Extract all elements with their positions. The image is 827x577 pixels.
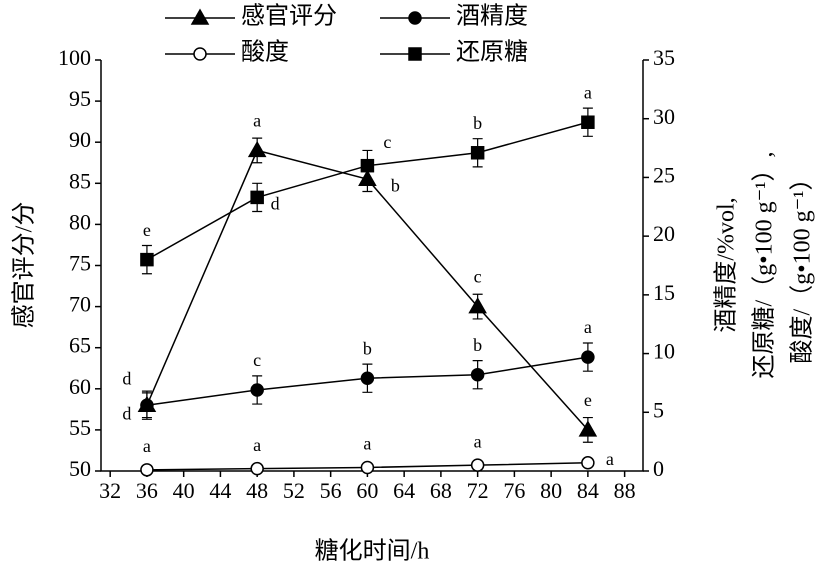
y-tick-label: 95	[69, 86, 91, 111]
y2-tick-label: 30	[653, 104, 675, 129]
marker	[360, 371, 375, 385]
annotation: c	[383, 132, 391, 152]
marker	[250, 190, 264, 205]
annotation: e	[584, 390, 592, 410]
x-tick-label: 72	[467, 478, 489, 503]
x-tick-label: 56	[320, 478, 342, 503]
marker	[578, 420, 598, 437]
annotation: b	[473, 335, 482, 355]
annotation: e	[143, 220, 151, 240]
y2-axis-label: 还原糖/（g•100 g⁻¹）,	[751, 152, 778, 379]
y2-tick-label: 15	[653, 280, 675, 305]
marker	[360, 158, 375, 173]
annotation: a	[606, 449, 614, 469]
legend-label: 还原糖	[456, 39, 528, 66]
annotation: a	[584, 317, 592, 337]
legend-marker	[408, 47, 422, 61]
marker	[250, 383, 264, 397]
y-tick-label: 60	[69, 374, 91, 399]
y-tick-label: 80	[69, 209, 91, 234]
marker	[470, 146, 485, 160]
marker	[360, 460, 375, 475]
y2-tick-label: 0	[653, 456, 664, 481]
x-tick-label: 68	[430, 478, 452, 503]
annotation: d	[271, 194, 280, 214]
marker	[581, 350, 595, 364]
y-axis-label: 感官评分/分	[11, 202, 38, 329]
y-tick-label: 70	[69, 292, 91, 317]
x-axis-label: 糖化时间/h	[315, 538, 430, 565]
x-tick-label: 32	[99, 478, 121, 503]
annotation: d	[122, 403, 131, 423]
marker	[250, 461, 264, 476]
annotation: a	[474, 431, 482, 451]
y2-axis-label: 酒精度/%vol,	[713, 197, 740, 332]
y-tick-label: 100	[58, 45, 91, 70]
x-tick-label: 88	[614, 478, 636, 503]
annotation: a	[143, 436, 151, 456]
x-tick-label: 36	[136, 478, 158, 503]
x-tick-label: 60	[356, 478, 378, 503]
y-tick-label: 75	[69, 251, 91, 276]
legend-label: 感官评分	[241, 3, 337, 30]
x-tick-label: 48	[246, 478, 268, 503]
y2-axis-label: 酸度/（g•100 g⁻¹）	[789, 167, 816, 364]
y2-tick-label: 5	[653, 397, 664, 422]
annotation: c	[474, 267, 482, 287]
annotation: b	[391, 175, 400, 195]
annotation: a	[253, 435, 261, 455]
y2-tick-label: 25	[653, 162, 675, 187]
marker	[470, 367, 485, 382]
axis-frame	[100, 60, 644, 472]
marker	[140, 398, 154, 412]
y-tick-label: 65	[69, 333, 91, 358]
marker	[140, 252, 154, 267]
y2-tick-label: 10	[653, 339, 675, 364]
legend-marker	[190, 8, 210, 25]
annotation: b	[363, 338, 372, 358]
x-tick-label: 80	[540, 478, 562, 503]
x-tick-label: 84	[577, 478, 599, 503]
legend-marker	[408, 11, 422, 25]
marker	[247, 140, 267, 158]
annotation: a	[363, 434, 371, 454]
y-tick-label: 90	[69, 127, 91, 152]
marker	[140, 463, 154, 477]
x-tick-label: 44	[209, 478, 231, 503]
annotation: a	[584, 82, 592, 102]
annotation: c	[253, 350, 261, 370]
y-tick-label: 50	[69, 456, 91, 481]
legend-marker	[193, 47, 207, 61]
x-tick-label: 76	[503, 478, 525, 503]
annotation: a	[253, 111, 261, 131]
legend-label: 酸度	[241, 39, 289, 66]
marker	[581, 456, 595, 470]
y2-tick-label: 20	[653, 221, 675, 246]
marker	[468, 297, 487, 314]
y-tick-label: 55	[69, 415, 91, 440]
y2-tick-label: 35	[653, 45, 675, 70]
marker	[581, 115, 595, 129]
x-tick-label: 40	[173, 478, 195, 503]
marker	[470, 458, 485, 472]
x-tick-label: 52	[283, 478, 305, 503]
annotation: d	[122, 368, 131, 388]
annotation: b	[473, 113, 482, 133]
legend-label: 酒精度	[456, 3, 528, 30]
x-tick-label: 64	[393, 478, 415, 503]
y-tick-label: 85	[69, 168, 91, 193]
